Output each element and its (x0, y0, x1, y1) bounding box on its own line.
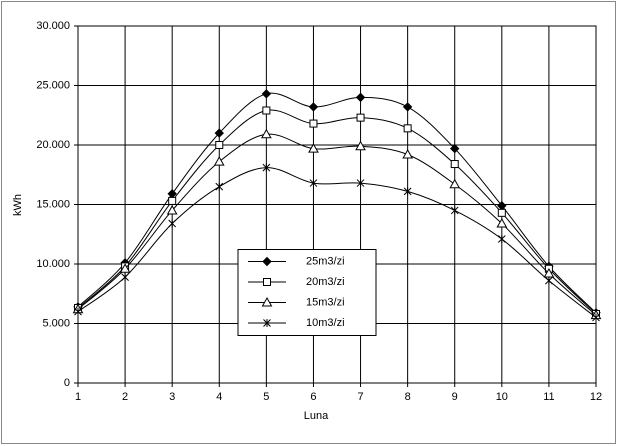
marker (356, 179, 365, 188)
y-tick-label: 30.000 (36, 20, 70, 32)
marker (450, 160, 459, 169)
marker (355, 140, 366, 151)
y-tick-label: 15.000 (36, 198, 70, 210)
x-tick-label: 9 (452, 391, 458, 403)
marker (263, 319, 271, 327)
marker (166, 204, 178, 215)
y-tick-label: 25.000 (36, 79, 70, 91)
marker (213, 156, 225, 166)
marker (262, 106, 271, 115)
marker (497, 208, 506, 217)
legend: 25m3/zi 20m3/zi 15m3/zi 10m3/zi (237, 249, 377, 336)
series-line (77, 109, 597, 315)
marker (215, 141, 224, 149)
x-tick-label: 8 (405, 391, 411, 403)
y-axis-label: kWh (12, 194, 24, 216)
marker (119, 263, 131, 273)
y-tick-label: 20.000 (36, 139, 70, 151)
marker (214, 128, 224, 138)
marker (545, 276, 553, 285)
series-line (77, 92, 597, 314)
marker (403, 124, 412, 133)
x-axis-label: Luna (304, 410, 329, 422)
marker (261, 296, 273, 307)
plot-border (77, 25, 597, 384)
y-tick-label: 5.000 (42, 317, 70, 329)
marker (309, 179, 318, 188)
legend-label: 15m3/zi (306, 296, 345, 308)
legend-label: 20m3/zi (306, 276, 345, 288)
marker (403, 187, 412, 196)
x-tick-label: 12 (590, 391, 602, 403)
marker (496, 218, 508, 228)
marker (309, 119, 318, 128)
marker (402, 149, 413, 159)
marker (261, 89, 272, 99)
marker (262, 256, 272, 267)
marker (450, 143, 460, 154)
marker (356, 113, 365, 122)
marker (261, 128, 272, 139)
y-tick-label: 0 (64, 377, 70, 389)
marker (402, 102, 413, 112)
marker (74, 307, 82, 316)
x-tick-label: 4 (216, 391, 222, 403)
marker (450, 206, 459, 215)
marker (215, 182, 224, 191)
x-tick-label: 2 (122, 391, 128, 403)
series-line (77, 133, 597, 316)
marker (121, 273, 129, 282)
x-tick-label: 11 (543, 391, 554, 403)
marker (449, 178, 461, 189)
x-tick-label: 7 (357, 391, 363, 403)
legend-label: 10m3/zi (306, 317, 345, 329)
marker (355, 92, 366, 103)
marker (592, 313, 600, 322)
marker (168, 196, 177, 205)
marker (497, 235, 506, 244)
x-tick-label: 1 (75, 391, 81, 403)
x-tick-label: 3 (169, 391, 175, 403)
legend-label: 25m3/zi (306, 255, 345, 267)
marker (262, 163, 271, 172)
x-tick-label: 5 (263, 391, 269, 403)
marker (263, 278, 271, 286)
x-tick-label: 6 (310, 391, 316, 403)
marker (308, 102, 319, 112)
x-tick-label: 10 (496, 391, 508, 403)
marker (168, 219, 177, 228)
marker (308, 143, 319, 153)
y-tick-label: 10.000 (36, 258, 70, 270)
legend-box (237, 249, 377, 336)
